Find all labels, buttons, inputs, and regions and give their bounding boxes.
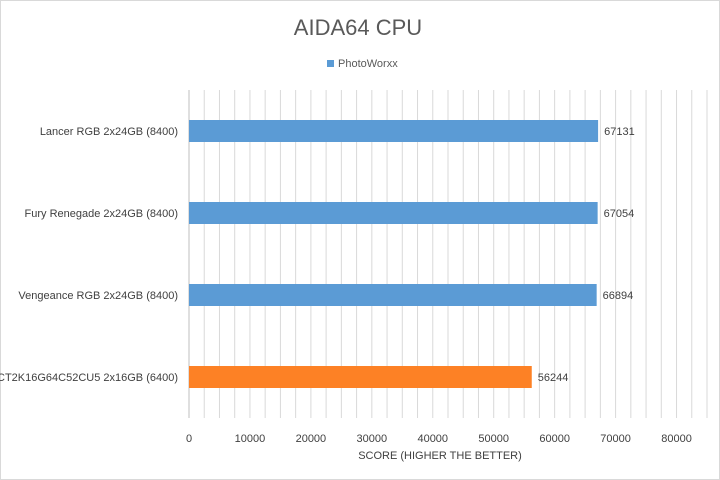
category-label: Vengeance RGB 2x24GB (8400) — [18, 290, 178, 302]
x-tick-label: 40000 — [417, 433, 448, 445]
data-label: 67054 — [604, 208, 635, 220]
category-labels: Lancer RGB 2x24GB (8400) Fury Renegade 2x… — [0, 126, 178, 384]
data-label: 56244 — [538, 372, 569, 384]
legend-label-photoworxx: PhotoWorxx — [338, 58, 398, 70]
x-tick-label: 50000 — [478, 433, 509, 445]
bar — [189, 284, 597, 306]
category-label: Fury Renegade 2x24GB (8400) — [25, 208, 178, 220]
x-tick-label: 10000 — [235, 433, 266, 445]
legend-swatch-photoworxx — [327, 60, 334, 67]
category-label: CT2K16G64C52CU5 2x16GB (6400) — [0, 372, 178, 384]
x-tick-label: 60000 — [539, 433, 570, 445]
legend: PhotoWorxx — [327, 58, 398, 70]
data-label: 67131 — [604, 126, 635, 138]
data-labels: 67131 67054 66894 56244 — [538, 126, 635, 384]
x-tick-label: 80000 — [661, 433, 692, 445]
bars — [189, 120, 599, 388]
x-axis-title: SCORE (HIGHER THE BETTER) — [358, 450, 522, 462]
x-tick-label: 70000 — [600, 433, 631, 445]
bar — [189, 202, 598, 224]
category-label: Lancer RGB 2x24GB (8400) — [40, 126, 178, 138]
x-tick-labels: 0 10000 20000 30000 40000 50000 60000 70000 8000… — [186, 433, 692, 445]
data-label: 66894 — [603, 290, 634, 302]
bar — [189, 120, 599, 142]
chart-title: AIDA64 CPU — [294, 15, 422, 40]
x-tick-label: 20000 — [296, 433, 327, 445]
x-tick-label: 0 — [186, 433, 192, 445]
x-tick-label: 30000 — [357, 433, 388, 445]
bar — [189, 366, 532, 388]
gridlines — [188, 90, 708, 418]
